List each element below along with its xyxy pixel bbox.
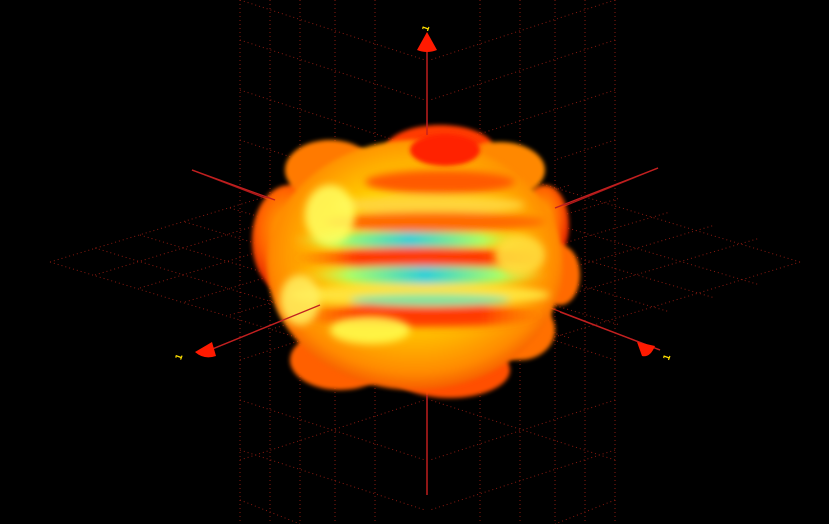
grid-walls: [239, 0, 616, 524]
y-axis-label: 1: [174, 353, 185, 362]
x-arrowhead: [637, 342, 655, 357]
axis-arrowheads: [195, 32, 655, 358]
z-arrowhead: [417, 32, 437, 52]
axes-front: [191, 45, 661, 495]
radiation-pattern-surface: [252, 125, 580, 398]
x-axis-label: 1: [662, 353, 673, 362]
z-axis-label: 1: [421, 24, 432, 33]
y-arrowhead: [195, 342, 216, 358]
